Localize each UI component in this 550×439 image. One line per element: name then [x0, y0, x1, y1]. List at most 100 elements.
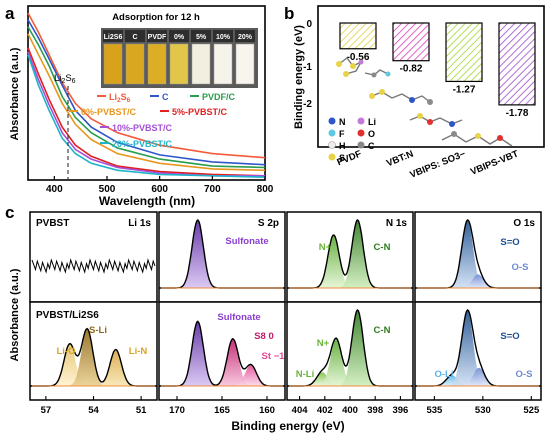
- peak-label: S=O: [500, 237, 519, 248]
- peak-label: O-S: [512, 262, 529, 273]
- vial-label: C: [132, 34, 137, 41]
- peak-label: Sulfonate: [225, 236, 268, 247]
- xps-peak-fill: [159, 364, 285, 386]
- li2s6-marker-label: Li2S6: [54, 73, 76, 85]
- vial-cap: [125, 30, 145, 42]
- panel-c-ylabel: Absorbance (a.u.): [9, 268, 21, 361]
- svg-text:-2: -2: [303, 99, 312, 110]
- atom-legend: N Li F O H C S: [328, 117, 376, 163]
- panel-letter-c: c: [5, 203, 14, 222]
- vial-cap: [103, 30, 123, 42]
- inset-vials: Li2S6 C PVDF 0% 5% 10% 20%: [103, 30, 255, 85]
- vial-solution: [125, 43, 145, 85]
- bar-value-label: -0.56: [347, 52, 370, 63]
- panel-letter-a: a: [5, 4, 15, 23]
- peak-label: O-S: [516, 369, 533, 380]
- vial-label: PVDF: [148, 34, 167, 41]
- svg-text:C: C: [368, 141, 375, 151]
- row-label-pvbst-li2s6: PVBST/Li2S6: [36, 310, 99, 321]
- peak-label: N-Li: [296, 369, 314, 380]
- x-tick-label: 525: [523, 405, 540, 416]
- x-tick-label: 402: [317, 405, 333, 416]
- x-tick-label: 500: [99, 184, 116, 195]
- peak-label: S=O: [500, 331, 519, 342]
- peak-label: Li-O: [57, 346, 76, 357]
- peak-label: Li-N: [129, 346, 148, 357]
- peak-label: Sulfonate: [217, 312, 260, 323]
- series-line-6: [27, 54, 266, 178]
- legend-10pct: 10%-PVBST/C: [112, 123, 173, 133]
- adsorption-inset: Adsorption for 12 h Li2S6 C PVDF 0% 5% 10% 20%: [101, 12, 258, 88]
- panel-a-xlabel: Wavelength (nm): [99, 194, 195, 208]
- energy-bar: [498, 22, 536, 106]
- energy-bar: [339, 22, 377, 50]
- panel-b-yticks: 0 -1 -2: [303, 19, 312, 110]
- xps-peak-fill: [287, 310, 413, 386]
- panel-letter-b: b: [284, 4, 294, 23]
- x-tick-label: 57: [41, 405, 52, 416]
- xps-peak-fill: [415, 367, 541, 386]
- xps-peak-fill: [30, 344, 157, 386]
- x-tick-label: 396: [392, 405, 408, 416]
- panel-c-xlabel: Binding energy (eV): [231, 419, 344, 433]
- svg-text:-1: -1: [303, 62, 312, 73]
- inset-title: Adsorption for 12 h: [112, 12, 200, 23]
- vial-label: Li2S6: [104, 34, 123, 41]
- xps-title: S 2p: [258, 218, 279, 229]
- vial-label: 0%: [174, 34, 185, 41]
- series-line-1: [27, 19, 266, 166]
- svg-text:H: H: [339, 141, 346, 151]
- vial-label: 10%: [216, 34, 231, 41]
- energy-bar: [445, 22, 483, 83]
- xps-peak-fill: [415, 274, 541, 288]
- peak-label: S8 0: [254, 331, 274, 342]
- bar-value-label: -1.27: [453, 84, 476, 95]
- x-tick-label: 530: [475, 405, 491, 416]
- xps-frame: [29, 211, 158, 303]
- panel-a-series: [27, 12, 266, 178]
- xps-title: N 1s: [386, 218, 408, 229]
- x-tick-label: 600: [151, 184, 168, 195]
- svg-text:S: S: [339, 153, 345, 163]
- bar-value-label: -1.78: [506, 108, 529, 119]
- vial-solution: [235, 43, 255, 85]
- peak-label: N+: [317, 338, 330, 349]
- x-tick-label: 51: [136, 405, 147, 416]
- peak-label: O-Li: [435, 369, 454, 380]
- legend-20pct: 20%-PVBST/C: [112, 139, 173, 149]
- svg-text:0: 0: [306, 19, 312, 30]
- vial-cap: [235, 30, 255, 42]
- vial-cap: [169, 30, 189, 42]
- x-tick-label: 165: [214, 405, 231, 416]
- panel-c-subplots: 57 54 51 Li 1s 170 165 160 S 2p 404 402 400 398 396 N…: [29, 211, 542, 416]
- svg-text:O: O: [368, 129, 375, 139]
- category-label: VBIPS: SO3−: [408, 148, 467, 180]
- category-label: VBT:N: [385, 149, 415, 170]
- peak-label: C-N: [374, 325, 391, 336]
- series-line-3: [27, 33, 266, 172]
- x-tick-label: 404: [292, 405, 309, 416]
- energy-bar: [392, 22, 430, 62]
- peak-label: St −1: [262, 351, 286, 362]
- legend-li2s6: Li2S6: [109, 92, 131, 104]
- molecule-illustrations: [336, 57, 513, 147]
- vial-label: 5%: [196, 34, 207, 41]
- peak-label: N+: [319, 242, 332, 253]
- svg-text:Li: Li: [368, 117, 376, 127]
- panel-a-legend: Li2S6 C PVDF/C 0%-PVBST/C 5%-PVBST/C 10%…: [69, 92, 236, 149]
- category-label: VBIPS-VBT: [469, 149, 520, 178]
- vial-solution: [169, 43, 189, 85]
- xps-peak-fill: [287, 220, 413, 288]
- xps-title: Li 1s: [128, 218, 151, 229]
- x-tick-label: 800: [257, 184, 274, 195]
- legend-5pct: 5%-PVBST/C: [172, 107, 228, 117]
- row-label-pvbst: PVBST: [36, 218, 69, 229]
- series-line-4: [27, 47, 266, 177]
- peak-label: S-Li: [89, 325, 107, 336]
- vial-label: 20%: [238, 34, 253, 41]
- x-tick-label: 535: [426, 405, 443, 416]
- svg-text:F: F: [339, 129, 345, 139]
- x-tick-label: 54: [88, 405, 99, 416]
- x-tick-label: 400: [342, 405, 358, 416]
